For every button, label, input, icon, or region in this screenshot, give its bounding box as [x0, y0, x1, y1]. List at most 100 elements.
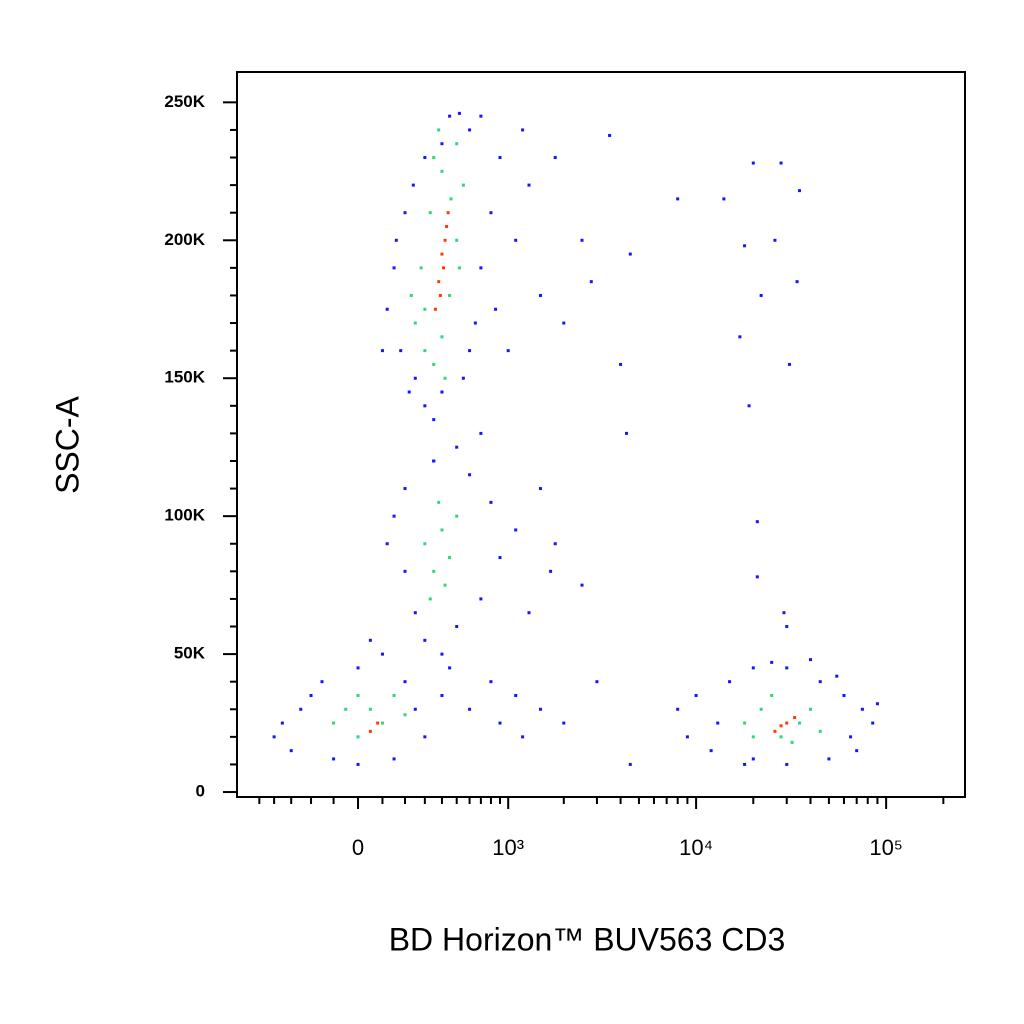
dot	[785, 666, 789, 670]
x-axis-title: BD Horizon™ BUV563 CD3	[389, 921, 786, 957]
dot	[521, 735, 525, 739]
dot	[380, 652, 384, 656]
dot	[332, 721, 336, 725]
dot	[751, 161, 755, 165]
dot	[413, 321, 417, 325]
dot	[385, 542, 389, 546]
dot	[479, 114, 483, 118]
dot	[849, 735, 853, 739]
dot	[785, 721, 789, 725]
y-axis-title: SSC-A	[49, 395, 85, 493]
dot	[299, 707, 303, 711]
dot	[356, 735, 360, 739]
dot	[442, 266, 446, 270]
dot	[770, 693, 774, 697]
dot	[423, 542, 427, 546]
dot	[368, 729, 372, 733]
dot	[449, 197, 453, 201]
dot	[770, 660, 774, 664]
dot	[489, 500, 493, 504]
dot	[628, 762, 632, 766]
dot	[751, 666, 755, 670]
dot	[445, 224, 449, 228]
dot	[385, 307, 389, 311]
dot	[344, 707, 348, 711]
dot	[479, 597, 483, 601]
dot	[332, 757, 336, 761]
dot	[468, 349, 472, 353]
dot	[875, 702, 879, 706]
dot	[473, 321, 477, 325]
dot	[514, 238, 518, 242]
dot	[437, 500, 441, 504]
dot	[440, 252, 444, 256]
dot	[751, 757, 755, 761]
dot	[608, 133, 612, 137]
dot	[494, 307, 498, 311]
dot	[527, 183, 531, 187]
dot	[376, 721, 380, 725]
dot	[399, 349, 403, 353]
dot	[793, 716, 797, 720]
dot	[428, 597, 432, 601]
dot	[498, 556, 502, 560]
dot	[448, 666, 452, 670]
dot	[468, 473, 472, 477]
dot	[538, 293, 542, 297]
y-tick-label: 50K	[174, 644, 206, 663]
x-tick-label: 10³	[492, 835, 524, 860]
dot	[419, 266, 423, 270]
dot	[479, 431, 483, 435]
dot	[438, 293, 442, 297]
dot	[380, 349, 384, 353]
dot	[694, 693, 698, 697]
dot	[403, 713, 407, 717]
dot	[676, 707, 680, 711]
dot	[479, 266, 483, 270]
dot	[818, 729, 822, 733]
dot	[411, 183, 415, 187]
dot	[440, 335, 444, 339]
dot	[722, 197, 726, 201]
dot	[440, 169, 444, 173]
dot	[779, 161, 783, 165]
dot	[514, 528, 518, 532]
dot	[773, 238, 777, 242]
dot	[440, 528, 444, 532]
dot	[521, 128, 525, 132]
dot	[743, 762, 747, 766]
dot	[443, 238, 447, 242]
dot	[432, 156, 436, 160]
dot	[409, 293, 413, 297]
dot	[468, 128, 472, 132]
dot	[759, 293, 763, 297]
dot	[423, 307, 427, 311]
dot	[628, 252, 632, 256]
dot	[392, 757, 396, 761]
dot	[320, 680, 324, 684]
plot-frame	[236, 71, 966, 798]
dot	[428, 211, 432, 215]
dot	[785, 625, 789, 629]
dot	[595, 680, 599, 684]
dot	[433, 307, 437, 311]
dot	[685, 735, 689, 739]
x-tick-label: 10⁵	[869, 835, 903, 860]
y-tick-label: 200K	[164, 230, 205, 249]
dot	[751, 735, 755, 739]
dot	[790, 740, 794, 744]
y-tick-label: 0	[196, 782, 205, 801]
dot	[787, 362, 791, 366]
dot	[432, 569, 436, 573]
dot	[773, 729, 777, 733]
dot	[506, 349, 510, 353]
dot	[448, 293, 452, 297]
dot	[538, 707, 542, 711]
dot	[553, 156, 557, 160]
dot	[808, 707, 812, 711]
dot	[455, 514, 459, 518]
dot	[514, 693, 518, 697]
dot	[437, 280, 441, 284]
dot	[457, 266, 461, 270]
dot	[457, 111, 461, 115]
